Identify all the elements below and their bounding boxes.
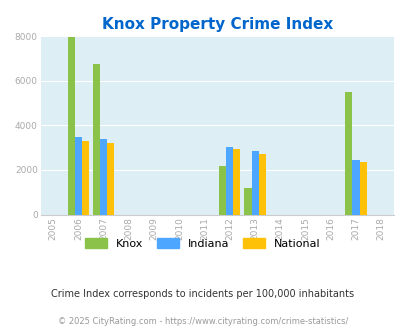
Bar [82, 141, 89, 214]
Bar [107, 143, 114, 214]
Bar [345, 92, 352, 214]
Text: © 2025 CityRating.com - https://www.cityrating.com/crime-statistics/: © 2025 CityRating.com - https://www.city… [58, 317, 347, 326]
Bar [226, 147, 233, 214]
Bar [100, 140, 107, 214]
Bar [75, 137, 82, 214]
Legend: Knox, Indiana, National: Knox, Indiana, National [81, 234, 324, 253]
Bar [68, 37, 75, 214]
Title: Knox Property Crime Index: Knox Property Crime Index [101, 17, 332, 32]
Bar [233, 149, 240, 214]
Bar [244, 188, 251, 214]
Bar [352, 160, 358, 214]
Text: Crime Index corresponds to incidents per 100,000 inhabitants: Crime Index corresponds to incidents per… [51, 289, 354, 299]
Bar [258, 154, 265, 214]
Bar [251, 151, 258, 214]
Bar [358, 162, 366, 214]
Bar [219, 166, 226, 214]
Bar [93, 64, 100, 214]
